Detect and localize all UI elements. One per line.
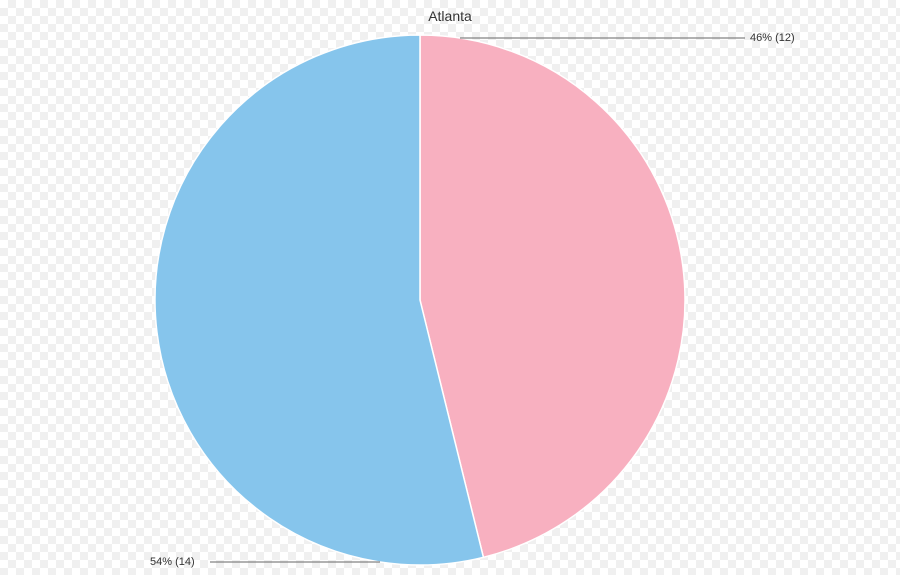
pie-chart (0, 0, 900, 575)
slice-blue-label: 54% (14) (150, 556, 195, 568)
chart-canvas: Atlanta 46% (12)54% (14) (0, 0, 900, 575)
slice-pink-label: 46% (12) (750, 32, 795, 44)
